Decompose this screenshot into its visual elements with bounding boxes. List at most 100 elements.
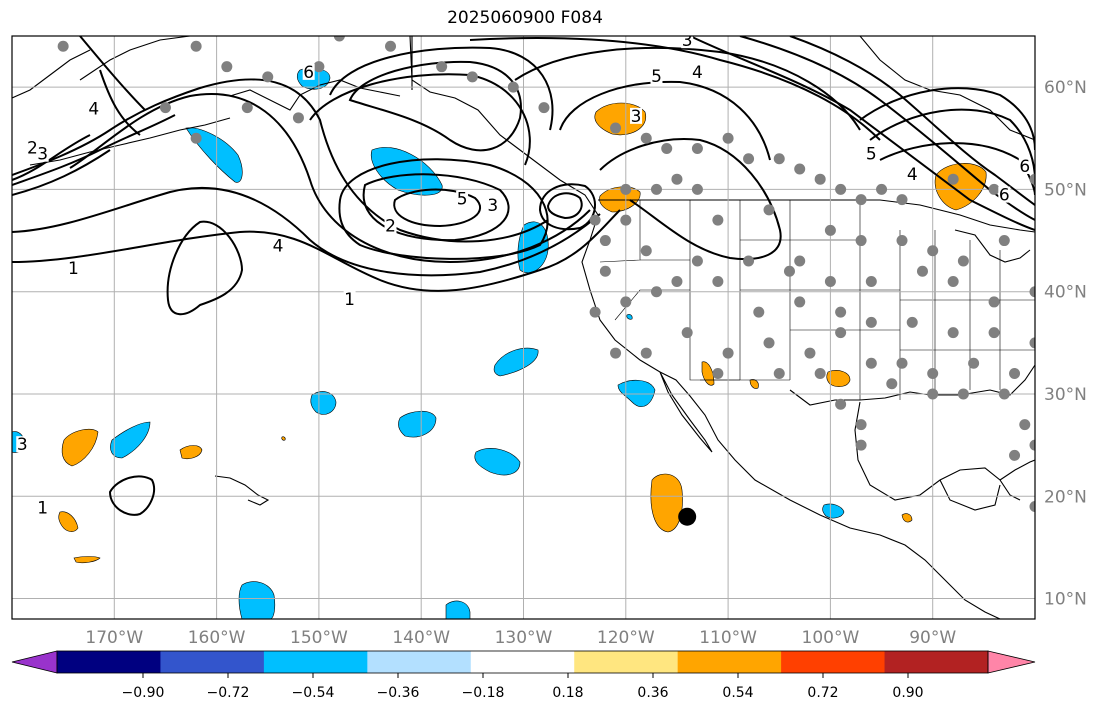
- station-point: [814, 173, 826, 185]
- station-point: [712, 275, 724, 287]
- colorbar-segment: [263, 651, 368, 673]
- longitude-tick-labels: 170°W 160°W 150°W 140°W 130°W 120°W 110°W 100°W…: [85, 628, 956, 648]
- graticule: [12, 36, 1035, 619]
- station-point: [1009, 449, 1021, 461]
- contour-label: 1: [37, 499, 48, 519]
- contour-4-north: [514, 46, 861, 131]
- station-point: [794, 255, 806, 267]
- lon-tick-label: 150°W: [290, 628, 348, 648]
- colorbar-segment: [160, 651, 265, 673]
- lon-tick-label: 110°W: [699, 628, 757, 648]
- station-point: [1019, 419, 1031, 431]
- station-point: [916, 265, 928, 277]
- colorbar-segment: [884, 651, 989, 673]
- station-point: [722, 132, 734, 144]
- blob-pos: [599, 186, 641, 213]
- siberia-coast: [12, 49, 91, 99]
- lon-tick-label: 100°W: [802, 628, 860, 648]
- station-point: [385, 40, 397, 52]
- latitude-tick-labels: 60°N 50°N 40°N 30°N 20°N 10°N: [1044, 78, 1087, 609]
- station-point: [835, 306, 847, 318]
- station-point: [691, 255, 703, 267]
- contour-label: 6: [999, 186, 1010, 206]
- station-point: [835, 327, 847, 339]
- station-point: [610, 347, 622, 359]
- storm-marker: [678, 507, 697, 526]
- contour-label-bg: [1018, 157, 1031, 174]
- contour-W-6: [12, 134, 91, 181]
- contour-label: 3: [487, 196, 498, 216]
- station-point: [691, 143, 703, 155]
- station-point: [333, 36, 345, 42]
- station-point: [241, 102, 253, 114]
- contour-W-5: [12, 149, 111, 196]
- station-point: [1029, 286, 1035, 298]
- station-point: [773, 153, 785, 165]
- station-point: [1029, 500, 1035, 512]
- contour-label: 5: [457, 190, 468, 210]
- blob-neg: [370, 147, 443, 196]
- lon-tick-label: 170°W: [85, 628, 143, 648]
- contour-6-outer: [329, 46, 554, 131]
- station-point: [804, 347, 816, 359]
- contour-label-bg: [87, 100, 100, 117]
- alaska-coast: [229, 79, 401, 111]
- station-point: [865, 275, 877, 287]
- station-point: [610, 122, 622, 134]
- station-point: [886, 378, 898, 390]
- station-point: [650, 286, 662, 298]
- station-point: [988, 327, 1000, 339]
- station-point: [947, 275, 959, 287]
- station-point: [957, 388, 969, 400]
- contour-2-low: [393, 188, 482, 228]
- station-point: [814, 368, 826, 380]
- hawaii: [214, 475, 270, 506]
- station-point: [466, 71, 478, 83]
- colorbar-segment: [470, 651, 575, 673]
- contour-NE-5: [869, 108, 1035, 181]
- station-point: [436, 61, 448, 73]
- station-point: [262, 71, 274, 83]
- station-point: [855, 194, 867, 206]
- contour-3-high: [599, 138, 782, 261]
- blob-pos: [73, 556, 101, 564]
- station-point: [620, 183, 632, 195]
- station-point: [620, 214, 632, 226]
- contour-3-north: [559, 80, 771, 161]
- station-point: [589, 306, 601, 318]
- station-point: [835, 398, 847, 410]
- station-point: [947, 327, 959, 339]
- contour-lines: [12, 36, 1035, 516]
- contour-W-4: [99, 69, 141, 136]
- contour-label-bg: [302, 63, 315, 80]
- colorbar-tick-label: −0.54: [292, 685, 335, 701]
- contour-label-bg: [343, 290, 356, 307]
- contour-label-bg: [16, 436, 29, 453]
- colorbar-extend-low: [11, 650, 58, 674]
- station-point: [763, 204, 775, 216]
- station-point: [824, 224, 836, 236]
- contour-3: [12, 78, 549, 243]
- station-point: [896, 235, 908, 247]
- colorbar-segment: [574, 651, 679, 673]
- station-point: [650, 183, 662, 195]
- colorbar-frame: [56, 650, 989, 674]
- blob-pos: [58, 511, 79, 532]
- station-point: [947, 173, 959, 185]
- contour-label-bg: [456, 190, 469, 207]
- station-point: [906, 316, 918, 328]
- contour-labels: 6543324351114326546653: [16, 31, 1031, 519]
- contour-label: 3: [631, 107, 642, 127]
- great-lakes: [954, 229, 1031, 263]
- baja-california: [659, 371, 713, 453]
- station-point: [1009, 368, 1021, 380]
- lat-tick-label: 10°N: [1044, 590, 1087, 610]
- contour-label-bg: [67, 260, 80, 277]
- station-point: [712, 368, 724, 380]
- colorbar-tick-label: −0.72: [207, 685, 250, 701]
- colorbar-segment: [781, 651, 886, 673]
- storm-center-dot: [678, 507, 697, 526]
- lon-tick-label: 140°W: [392, 628, 450, 648]
- lat-tick-label: 60°N: [1044, 78, 1087, 98]
- contour-label: 3: [682, 31, 693, 51]
